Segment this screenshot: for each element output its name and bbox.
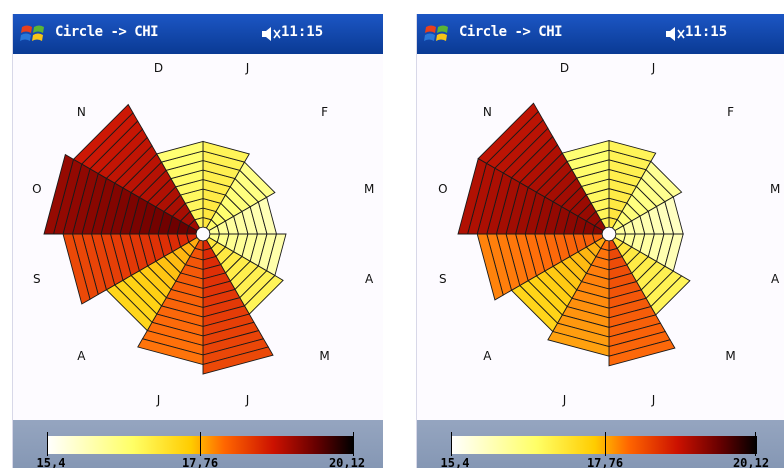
month-label: O <box>438 182 448 197</box>
month-label: M <box>363 182 375 197</box>
sector-11 <box>156 140 204 229</box>
polar-chart-svg <box>457 102 691 367</box>
sector-9 <box>43 153 198 235</box>
month-label: O <box>32 182 42 197</box>
title-bar: Circle -> CHI 11:15 <box>417 14 784 54</box>
legend-max-label: 20,12 <box>328 456 366 468</box>
legend-tick-min <box>47 432 48 456</box>
polar-chart: J F M A M J J A S O N D <box>13 54 383 434</box>
sector-ring <box>72 103 134 165</box>
title-bar: Circle -> CHI 11:15 <box>13 14 383 54</box>
color-scale-legend: 15,4 17,76 20,12 <box>13 420 383 468</box>
month-label: J <box>651 60 656 75</box>
sector-ring <box>43 153 75 235</box>
month-label: M <box>725 348 736 363</box>
legend-tick-max <box>755 432 756 456</box>
sector-ring <box>645 160 683 198</box>
month-label: D <box>559 60 570 75</box>
speaker-muted-icon[interactable] <box>665 26 685 42</box>
sector-ring <box>156 140 204 163</box>
right-device-screen: Circle -> CHI 11:15 J F M A M J J A S O N D 15,4 17… <box>416 14 784 468</box>
sector-5 <box>608 239 676 367</box>
sector-ring <box>477 102 539 164</box>
app-title: Circle -> CHI <box>459 24 563 40</box>
windows-flag-icon[interactable] <box>19 20 47 48</box>
sector-3 <box>614 233 684 272</box>
month-label: N <box>482 105 492 120</box>
sector-8 <box>476 233 604 301</box>
month-label: M <box>769 182 781 197</box>
sector-ring <box>547 330 610 357</box>
month-label: J <box>245 393 250 408</box>
sector-ring <box>608 339 676 367</box>
month-label: J <box>156 393 161 408</box>
month-label: S <box>33 271 41 286</box>
legend-min-label: 15,4 <box>36 456 66 468</box>
sector-11 <box>561 140 610 229</box>
polar-chart-svg <box>43 103 287 375</box>
sector-3 <box>208 233 287 277</box>
legend-tick-max <box>353 432 354 456</box>
app-title: Circle -> CHI <box>55 24 159 40</box>
month-label: A <box>771 271 780 286</box>
month-label: J <box>562 393 567 408</box>
month-label: A <box>483 348 492 363</box>
month-label: J <box>651 393 656 408</box>
sector-5 <box>202 239 274 375</box>
clock-time: 11:15 <box>281 24 324 40</box>
legend-mid-label: 17,76 <box>181 456 219 468</box>
legend-mid-label: 17,76 <box>586 456 624 468</box>
sector-ring <box>202 346 274 375</box>
month-label: A <box>365 271 374 286</box>
legend-tick-mid <box>605 432 606 456</box>
windows-flag-icon[interactable] <box>423 20 451 48</box>
legend-max-label: 20,12 <box>732 456 770 468</box>
sector-ring <box>561 140 610 162</box>
month-label: F <box>727 105 735 120</box>
month-label: M <box>319 348 330 363</box>
sector-1 <box>205 161 276 232</box>
sector-10 <box>477 102 607 232</box>
speaker-muted-icon[interactable] <box>261 26 281 42</box>
sector-10 <box>72 103 201 232</box>
left-device-screen: Circle -> CHI 11:15 J F M A M J J A S O N D 15,4 17… <box>12 14 383 468</box>
month-label: J <box>245 60 250 75</box>
sector-ring <box>137 338 204 366</box>
clock-time: 11:15 <box>685 24 728 40</box>
color-scale-bar <box>451 436 757 454</box>
polar-chart: J F M A M J J A S O N D <box>417 54 784 434</box>
sector-2 <box>614 196 684 235</box>
legend-min-label: 15,4 <box>440 456 470 468</box>
month-label: A <box>77 348 86 363</box>
month-label: S <box>439 271 447 286</box>
color-scale-legend: 15,4 17,76 20,12 <box>417 420 784 468</box>
month-label: D <box>153 60 164 75</box>
month-label: N <box>76 105 86 120</box>
sector-9 <box>457 157 604 235</box>
sector-1 <box>611 160 683 232</box>
sector-ring <box>239 161 276 198</box>
legend-tick-mid <box>200 432 201 456</box>
legend-tick-min <box>451 432 452 456</box>
sector-7 <box>105 236 201 332</box>
month-label: F <box>321 105 329 120</box>
